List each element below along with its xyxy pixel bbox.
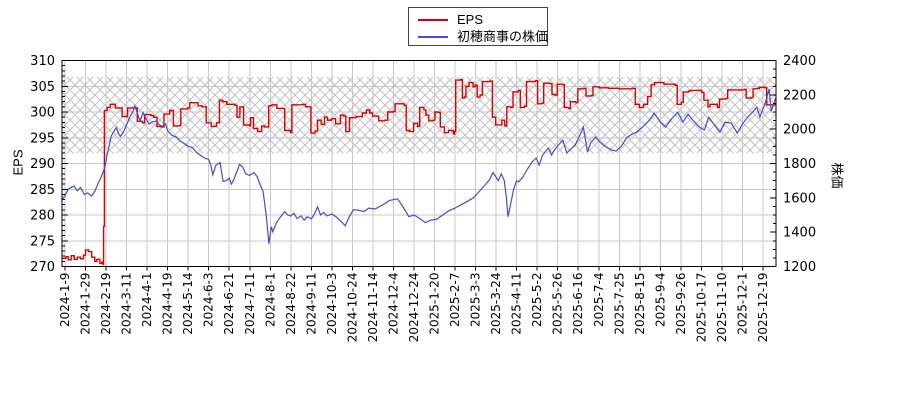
svg-text:2400: 2400: [783, 54, 816, 69]
svg-text:2025-7-4: 2025-7-4: [592, 273, 606, 327]
legend-item-stock: 初穂商事の株価: [418, 28, 549, 45]
legend-label-eps: EPS: [457, 11, 484, 27]
eps-series-line: [61, 78, 776, 266]
svg-text:1400: 1400: [783, 226, 816, 241]
svg-text:2025-2-7: 2025-2-7: [448, 273, 462, 327]
right-axis-title: 株価: [829, 162, 845, 189]
svg-text:2025-9-26: 2025-9-26: [674, 273, 688, 335]
svg-text:285: 285: [30, 183, 55, 198]
svg-text:275: 275: [30, 234, 55, 249]
stock-series-line: [61, 89, 777, 244]
svg-text:2024-5-14: 2024-5-14: [181, 273, 195, 335]
svg-text:2024-8-22: 2024-8-22: [284, 273, 298, 335]
svg-text:2024-4-19: 2024-4-19: [161, 273, 175, 335]
svg-text:310: 310: [30, 54, 55, 69]
svg-text:295: 295: [30, 131, 55, 146]
svg-text:2024-10-3: 2024-10-3: [325, 273, 339, 335]
svg-text:2025-12-19: 2025-12-19: [756, 273, 770, 343]
x-axis-tick-labels: 2024-1-9 2024-1-29 2024-2-19 2024-3-11 2024-…: [58, 273, 770, 343]
svg-text:1600: 1600: [783, 191, 816, 206]
svg-text:2025-3-3: 2025-3-3: [469, 273, 483, 327]
legend: EPS 初穂商事の株価: [408, 7, 548, 46]
left-axis-tick-labels: 270 275 280 285 290 295 300 305 310: [30, 54, 55, 275]
stock-line-swatch: [418, 35, 448, 38]
svg-text:2024-12-4: 2024-12-4: [386, 273, 400, 335]
right-axis-tick-labels: 1200 1400 1600 1800 2000 2200 2400: [783, 54, 816, 275]
svg-text:270: 270: [30, 260, 55, 275]
svg-text:2025-1-20: 2025-1-20: [428, 273, 442, 335]
svg-text:2024-2-19: 2024-2-19: [99, 273, 113, 335]
svg-text:2025-9-4: 2025-9-4: [653, 273, 667, 327]
svg-text:2024-4-1: 2024-4-1: [140, 273, 154, 327]
svg-text:2024-10-24: 2024-10-24: [345, 273, 359, 343]
svg-text:2024-1-29: 2024-1-29: [79, 273, 93, 335]
svg-text:2025-3-24: 2025-3-24: [489, 273, 503, 335]
svg-text:305: 305: [30, 80, 55, 95]
svg-text:2025-12-1: 2025-12-1: [735, 273, 749, 335]
svg-text:2024-11-14: 2024-11-14: [366, 273, 380, 343]
axis-ticks: [62, 60, 776, 271]
left-axis-title: EPS: [10, 149, 26, 176]
svg-text:300: 300: [30, 106, 55, 121]
svg-text:2024-9-11: 2024-9-11: [304, 273, 318, 335]
svg-text:2024-3-11: 2024-3-11: [120, 273, 134, 335]
svg-text:2025-4-11: 2025-4-11: [510, 273, 524, 335]
legend-label-stock: 初穂商事の株価: [457, 28, 549, 44]
svg-text:2024-8-1: 2024-8-1: [263, 273, 277, 327]
svg-text:2025-11-10: 2025-11-10: [715, 273, 729, 343]
svg-text:1800: 1800: [783, 157, 816, 172]
svg-text:1200: 1200: [783, 260, 816, 275]
svg-text:2024-6-21: 2024-6-21: [222, 273, 236, 335]
svg-text:2025-10-17: 2025-10-17: [694, 273, 708, 343]
svg-text:2024-1-9: 2024-1-9: [58, 273, 72, 327]
svg-text:2200: 2200: [783, 88, 816, 103]
svg-text:2024-6-3: 2024-6-3: [202, 273, 216, 327]
svg-text:2024-12-24: 2024-12-24: [407, 273, 421, 343]
svg-text:2025-5-26: 2025-5-26: [551, 273, 565, 335]
svg-text:2024-7-11: 2024-7-11: [243, 273, 257, 335]
svg-text:290: 290: [30, 157, 55, 172]
svg-text:2025-5-2: 2025-5-2: [530, 273, 544, 327]
svg-text:2000: 2000: [783, 123, 816, 138]
svg-text:2025-7-25: 2025-7-25: [612, 273, 626, 335]
legend-item-eps: EPS: [418, 11, 547, 28]
svg-text:2025-8-15: 2025-8-15: [633, 273, 647, 335]
svg-text:280: 280: [30, 209, 55, 224]
svg-text:2025-6-16: 2025-6-16: [571, 273, 585, 335]
eps-line-swatch: [418, 18, 448, 21]
